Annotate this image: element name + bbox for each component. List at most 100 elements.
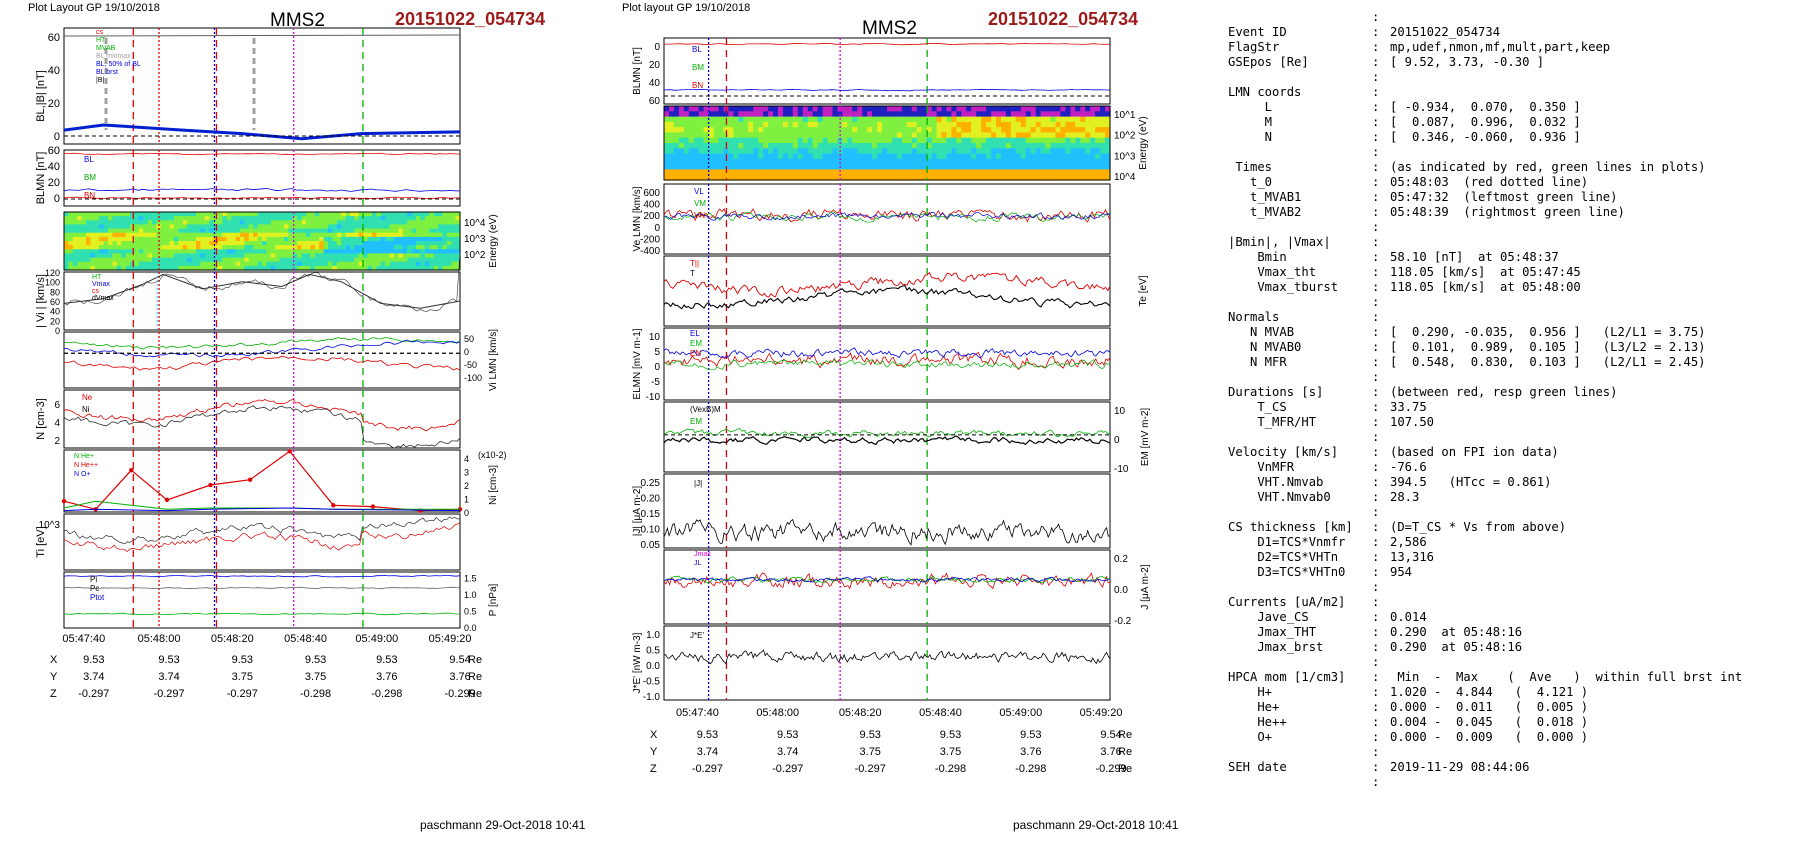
spectrogram-cell (358, 261, 364, 267)
spectrogram-cell (693, 143, 700, 149)
spectrogram-cell (196, 253, 201, 259)
spectrogram-cell (882, 174, 888, 181)
spectrogram-cell (336, 212, 342, 217)
spectrogram-cell (966, 111, 972, 118)
info-value: [ -0.934, 0.070, 0.350 ] (1390, 100, 1581, 114)
spectrogram-cell (946, 153, 953, 160)
spectrogram-cell (81, 212, 87, 217)
spectrogram-cell (68, 257, 74, 263)
spectrogram-cell (1040, 116, 1047, 123)
spectrogram-cell (862, 143, 868, 149)
spectrogram-cell (297, 257, 303, 263)
spectrogram-cell (196, 236, 201, 242)
mid-JE-line (663, 649, 1111, 665)
spectrogram-cell (380, 257, 386, 263)
spectrogram-cell (678, 106, 685, 112)
spectrogram-cell (160, 228, 166, 234)
spectrogram-cell (1095, 153, 1101, 160)
spectrogram-cell (906, 137, 913, 144)
spectrogram-cell (1095, 127, 1101, 133)
spectrogram-cell (1090, 143, 1096, 149)
spectrogram-cell (877, 143, 883, 149)
spectrogram-cell (669, 121, 675, 128)
spectrogram-cell (683, 164, 690, 170)
spectrogram-cell (416, 232, 421, 238)
spectrogram-cell (1080, 148, 1086, 155)
spectrogram-cell (951, 116, 957, 123)
mid-p5-ytick: 5 (654, 347, 660, 358)
spectrogram-cell (116, 245, 122, 250)
spectrogram-cell (743, 148, 749, 155)
spectrogram-cell (753, 164, 759, 170)
spectrogram-cell (288, 224, 294, 230)
spectrogram-cell (961, 127, 967, 133)
spectrogram-cell (138, 265, 144, 271)
spectrogram-cell (1035, 132, 1042, 139)
spectrogram-cell (981, 153, 987, 160)
spectrogram-cell (673, 143, 680, 149)
spectrogram-cell (673, 121, 680, 128)
spectrogram-cell (275, 245, 281, 250)
spectrogram-cell (664, 111, 670, 118)
info-row: CS thickness [km]: (D=T_CS * Vs from abov… (1228, 520, 1798, 535)
spectrogram-cell (143, 216, 149, 221)
mid-VeN-line (663, 211, 1111, 221)
spectrogram-cell (847, 111, 853, 118)
spectrogram-cell (319, 232, 325, 238)
info-key: Normals (1228, 310, 1280, 324)
spectrogram-cell (931, 111, 938, 118)
spectrogram-cell (728, 127, 734, 133)
spectrogram-cell (438, 245, 443, 250)
spectrogram-cell (926, 169, 933, 176)
spectrogram-cell (376, 245, 382, 250)
spectrogram-cell (976, 127, 982, 133)
spectrogram-cell (314, 265, 320, 271)
spectrogram-cell (367, 241, 373, 246)
spectrogram-cell (319, 245, 325, 250)
spectrogram-cell (108, 220, 113, 225)
spectrogram-cell (438, 224, 443, 230)
info-row: : (1228, 370, 1798, 385)
spectrogram-cell (877, 153, 883, 160)
spectrogram-cell (226, 253, 232, 259)
spectrogram-cell (125, 228, 131, 234)
spectrogram-cell (872, 169, 878, 176)
spectrogram-cell (1090, 106, 1096, 112)
spectrogram-cell (72, 228, 78, 234)
spectrogram-cell (832, 153, 839, 160)
spectrogram-cell (420, 261, 426, 267)
spectrogram-cell (1040, 143, 1047, 149)
left-p7-legend-entry: N He+ (74, 453, 94, 460)
spectrogram-cell (156, 212, 162, 217)
spectrogram-cell (72, 265, 78, 271)
spectrogram-cell (1015, 153, 1022, 160)
spectrogram-cell (991, 132, 997, 139)
spectrogram-cell (341, 241, 347, 246)
spectrogram-cell (1100, 132, 1106, 139)
spectrogram-cell (235, 257, 241, 263)
spectrogram-cell (446, 257, 452, 263)
spectrogram-cell (108, 228, 113, 234)
spectrogram-cell (703, 121, 710, 128)
spectrogram-cell (807, 137, 814, 144)
spectrogram-cell (1060, 127, 1066, 133)
left-p2-legend-entry: BL (84, 155, 94, 164)
left-p3-ylabel: Energy (eV) (488, 214, 499, 267)
spectrogram-cell (847, 153, 853, 160)
info-value: Min - Max ( Ave ) within full brst int (1390, 670, 1743, 684)
spectrogram-cell (99, 228, 105, 234)
info-colon: : (1372, 220, 1380, 234)
spectrogram-cell (411, 212, 417, 217)
spectrogram-cell (231, 232, 237, 238)
spectrogram-cell (270, 253, 276, 259)
spectrogram-cell (319, 249, 325, 254)
spectrogram-cell (867, 153, 873, 160)
info-colon: : (1372, 100, 1380, 114)
spectrogram-cell (1060, 169, 1066, 176)
spectrogram-cell (262, 228, 267, 234)
spectrogram-cell (1050, 121, 1057, 128)
spectrogram-cell (857, 158, 863, 165)
spectrogram-cell (178, 236, 184, 242)
spectrogram-cell (350, 232, 355, 238)
spectrogram-cell (64, 261, 69, 267)
